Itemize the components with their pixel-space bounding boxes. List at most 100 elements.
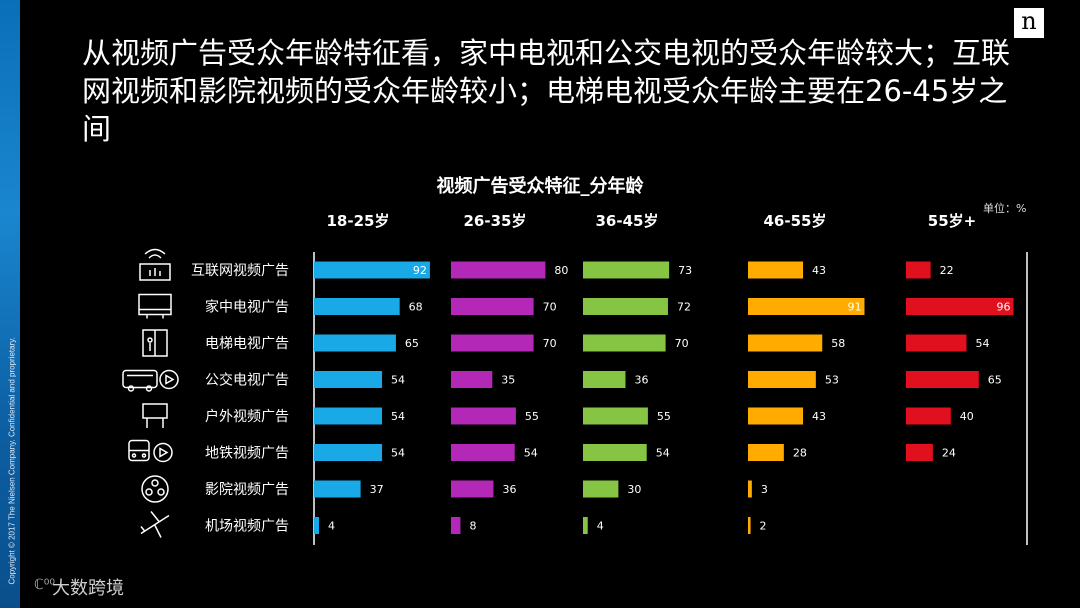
data-label: 43 [812, 410, 826, 423]
data-label: 8 [469, 520, 476, 533]
bar [583, 407, 648, 425]
data-label: 28 [793, 447, 807, 460]
bar [314, 261, 430, 279]
billboard-icon [142, 403, 168, 428]
bar [748, 444, 784, 461]
data-label: 54 [391, 447, 405, 460]
data-label: 91 [847, 301, 861, 314]
bar [451, 407, 516, 425]
data-label: 4 [328, 520, 335, 533]
data-label: 73 [678, 264, 692, 277]
data-label: 54 [975, 337, 989, 350]
data-label: 72 [677, 301, 691, 314]
category-label: 电梯电视广告 [205, 336, 289, 352]
chart-title: 视频广告受众特征_分年龄 [436, 176, 644, 197]
data-label: 55 [657, 410, 671, 423]
bar [583, 298, 668, 315]
bar [748, 334, 823, 352]
bar [906, 261, 931, 279]
bar [906, 407, 951, 425]
film-reel-icon [141, 475, 169, 503]
data-label: 36 [634, 374, 648, 387]
watermark-text: 大数跨境 [52, 578, 124, 599]
data-label: 3 [761, 483, 768, 496]
bar [748, 480, 752, 498]
category-label: 户外视频广告 [205, 408, 289, 425]
subway-icon [128, 439, 173, 463]
bar [583, 261, 670, 279]
data-label: 53 [825, 374, 839, 387]
router-icon [139, 248, 171, 281]
data-label: 54 [656, 447, 670, 460]
bus-icon [122, 369, 179, 392]
data-label: 55 [525, 410, 539, 423]
bar [748, 517, 751, 534]
category-label: 家中电视广告 [205, 299, 289, 316]
series-header: 46-55岁 [764, 212, 827, 230]
bar [583, 517, 588, 534]
bar [314, 444, 383, 461]
unit-label: 单位：% [983, 202, 1027, 215]
data-label: 54 [524, 447, 538, 460]
elevator-icon [142, 329, 168, 357]
bar [748, 261, 804, 279]
bar [906, 298, 1014, 315]
side-accent-bar [0, 0, 20, 608]
bar [748, 407, 804, 425]
bar [583, 480, 619, 498]
bar [314, 480, 361, 498]
tv-icon [138, 293, 172, 319]
bar [314, 371, 383, 388]
data-label: 54 [391, 374, 405, 387]
bar [451, 517, 461, 534]
data-label: 54 [391, 410, 405, 423]
watermark-logo: ℂ⁰⁰ [34, 577, 55, 593]
data-label: 96 [997, 301, 1011, 314]
bar [583, 371, 626, 388]
series-header: 18-25岁 [327, 212, 390, 230]
bar [583, 444, 647, 461]
data-label: 36 [502, 483, 516, 496]
bar [748, 298, 865, 315]
series-header: 55岁+ [928, 212, 976, 230]
series-header: 36-45岁 [596, 212, 659, 230]
airplane-icon [140, 511, 170, 538]
data-label: 35 [501, 374, 515, 387]
data-label: 68 [409, 301, 423, 314]
bar [314, 298, 400, 315]
data-label: 4 [597, 520, 604, 533]
category-label: 互联网视频广告 [191, 263, 289, 279]
data-label: 40 [960, 410, 974, 423]
bar [451, 371, 493, 388]
bar [906, 334, 967, 352]
data-label: 65 [405, 337, 419, 350]
data-label: 43 [812, 264, 826, 277]
bar [314, 407, 383, 425]
data-label: 92 [413, 264, 427, 277]
bar [451, 261, 546, 279]
data-label: 24 [942, 447, 956, 460]
nielsen-logo: n [1014, 8, 1044, 38]
category-label: 地铁视频广告 [205, 446, 289, 462]
category-label: 公交电视广告 [205, 372, 289, 389]
slide-headline: 从视频广告受众年龄特征看，家中电视和公交电视的受众年龄较大；互联网视频和影院视频… [82, 36, 1011, 146]
bar [748, 371, 816, 388]
data-label: 58 [831, 337, 845, 350]
bar [314, 517, 320, 534]
data-label: 70 [543, 337, 557, 350]
data-label: 80 [554, 264, 568, 277]
data-label: 37 [370, 483, 384, 496]
bar [314, 334, 396, 352]
category-label: 机场视频广告 [205, 519, 289, 535]
series-header: 26-35岁 [464, 212, 527, 230]
bar [451, 444, 515, 461]
bar [451, 480, 494, 498]
bar [906, 444, 933, 461]
bar [906, 371, 979, 388]
category-label: 影院视频广告 [205, 482, 289, 498]
bar [451, 298, 534, 315]
data-label: 30 [627, 483, 641, 496]
bar [451, 334, 534, 352]
data-label: 2 [760, 520, 767, 533]
